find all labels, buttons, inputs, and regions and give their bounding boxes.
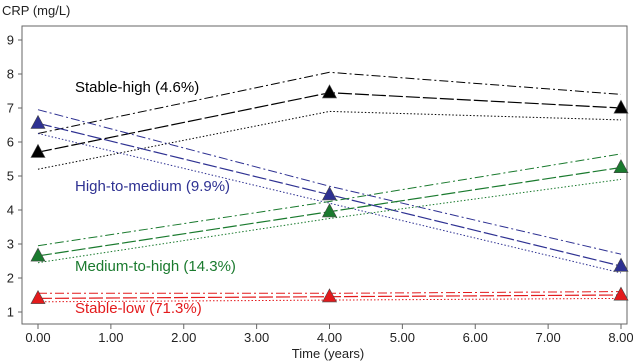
y-tick-label: 3: [7, 237, 14, 252]
high-to-medium-lower-ci-line: [37, 133, 622, 274]
stable-low-label: Stable-low (71.3%): [75, 300, 202, 317]
stable-high-point: [30, 143, 46, 158]
stable-high-point: [321, 84, 338, 99]
medium-to-high-point: [30, 247, 46, 262]
y-tick-label: 7: [7, 101, 14, 116]
x-axis-ticks: 0.00 1.00 2.00 3.00 4.00 5.00 6.00 7.00 8.00: [25, 324, 633, 345]
y-tick-label: 8: [7, 67, 14, 82]
stable-high-point: [613, 99, 629, 114]
stable-low-point: [321, 288, 338, 303]
series-label-layer: Stable-high (4.6%) High-to-medium (9.9%) M…: [75, 79, 236, 317]
x-tick-label: 7.00: [535, 330, 560, 345]
y-axis-label: CRP (mg/L): [2, 3, 70, 18]
stable-high-mean-line: [37, 92, 622, 153]
series-layer: [30, 71, 629, 304]
x-tick-label: 4.00: [317, 330, 342, 345]
y-tick-label: 9: [7, 33, 14, 48]
stable-low-point: [613, 286, 629, 301]
medium-to-high-label: Medium-to-high (14.3%): [75, 258, 236, 275]
y-axis-ticks: 1 2 3 4 5 6 7 8 9: [7, 33, 22, 320]
medium-to-high-upper-ci-line: [37, 153, 622, 247]
y-tick-label: 5: [7, 169, 14, 184]
x-tick-label: 3.00: [244, 330, 269, 345]
y-tick-label: 6: [7, 135, 14, 150]
high-to-medium-point: [30, 114, 46, 129]
x-axis-label: Time (years): [292, 346, 364, 361]
stable-high-upper-ci-line: [37, 71, 622, 134]
high-to-medium-point: [321, 186, 338, 201]
medium-to-high-point: [321, 203, 338, 218]
medium-to-high-lower-ci-line: [37, 178, 622, 264]
high-to-medium-point: [613, 257, 629, 272]
y-tick-label: 1: [7, 305, 14, 320]
stable-high-lower-ci-line: [37, 110, 622, 170]
plot-frame: [21, 25, 628, 325]
high-to-medium-label: High-to-medium (9.9%): [75, 178, 230, 195]
medium-to-high-point: [613, 159, 629, 173]
x-tick-label: 5.00: [390, 330, 415, 345]
stable-high-label: Stable-high (4.6%): [75, 79, 199, 96]
x-tick-label: 1.00: [98, 330, 123, 345]
x-tick-label: 2.00: [171, 330, 196, 345]
x-tick-label: 6.00: [463, 330, 488, 345]
stable-low-point: [30, 289, 46, 304]
high-to-medium-upper-ci-line: [37, 109, 622, 255]
y-tick-label: 2: [7, 271, 14, 286]
x-tick-label: 8.00: [608, 330, 633, 345]
y-tick-label: 4: [7, 203, 14, 218]
x-tick-label: 0.00: [25, 330, 50, 345]
